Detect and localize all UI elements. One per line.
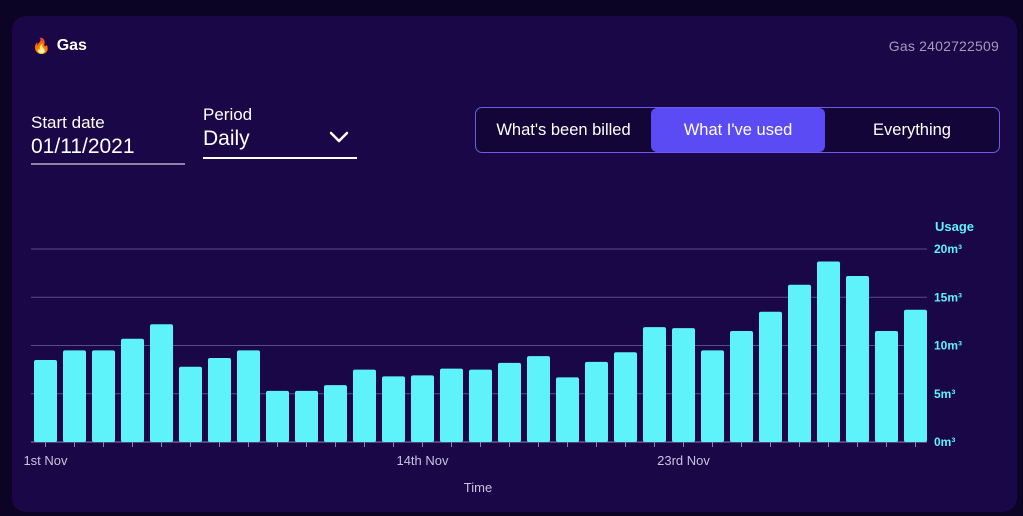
bar	[817, 261, 840, 442]
start-date-field[interactable]: Start date 01/11/2021	[31, 113, 185, 165]
bar	[904, 309, 927, 442]
bar	[730, 331, 753, 442]
toggle-used-button[interactable]: What I've used	[651, 108, 825, 152]
bar	[469, 369, 492, 442]
y-tick-label: 0m³	[934, 435, 955, 449]
y-tick-label: 10m³	[934, 339, 962, 353]
bar	[498, 362, 521, 442]
toggle-billed-button[interactable]: What's been billed	[496, 121, 631, 139]
x-tick-label: 14th Nov	[396, 453, 449, 468]
start-date-label: Start date	[31, 113, 105, 132]
bar	[34, 359, 57, 442]
period-underline	[203, 157, 357, 159]
bar	[759, 311, 782, 442]
bar	[788, 284, 811, 442]
bar	[63, 350, 86, 442]
y-tick-label: 15m³	[934, 290, 962, 304]
bar	[411, 375, 434, 442]
bar	[527, 356, 550, 442]
start-date-value[interactable]: 01/11/2021	[31, 135, 135, 158]
y-tick-label: 5m³	[934, 387, 955, 401]
bar	[875, 331, 898, 442]
bar	[150, 324, 173, 442]
x-tick-label: 23rd Nov	[657, 453, 710, 468]
period-label: Period	[203, 105, 253, 124]
bar	[324, 385, 347, 442]
bar	[701, 350, 724, 442]
bar	[382, 376, 405, 442]
bar	[353, 369, 376, 442]
y-tick-label: 20m³	[934, 242, 962, 256]
period-select[interactable]: Period Daily	[203, 105, 357, 159]
title-text: Gas	[56, 37, 87, 54]
bar	[614, 352, 637, 442]
usage-bar-chart: 0m³ 5m³ 10m³ 15m³ 20m³ Usage 1st Nov 14th Nov 23…	[23, 219, 974, 495]
bar	[556, 377, 579, 442]
chevron-down-icon[interactable]	[329, 131, 349, 143]
view-toggle: What's been billed What I've used Everyt…	[475, 107, 1000, 153]
y-axis-label: Usage	[935, 219, 974, 234]
bar	[121, 338, 144, 442]
toggle-everything-button[interactable]: Everything	[873, 121, 951, 139]
bar	[266, 390, 289, 442]
bar	[846, 276, 869, 442]
period-value[interactable]: Daily	[203, 127, 250, 150]
bar	[208, 358, 231, 442]
bar	[585, 361, 608, 442]
account-number: Gas 2402722509	[888, 38, 999, 54]
bar	[237, 350, 260, 442]
bar	[295, 390, 318, 442]
x-axis-label: Time	[464, 480, 492, 495]
start-date-underline	[31, 163, 185, 165]
bar	[92, 350, 115, 442]
bar	[179, 366, 202, 442]
bar	[643, 327, 666, 442]
bar	[440, 368, 463, 442]
card-title: 🔥 Gas	[32, 37, 87, 55]
flame-icon: 🔥	[32, 37, 51, 55]
bar	[672, 328, 695, 442]
x-tick-label: 1st Nov	[23, 453, 68, 468]
